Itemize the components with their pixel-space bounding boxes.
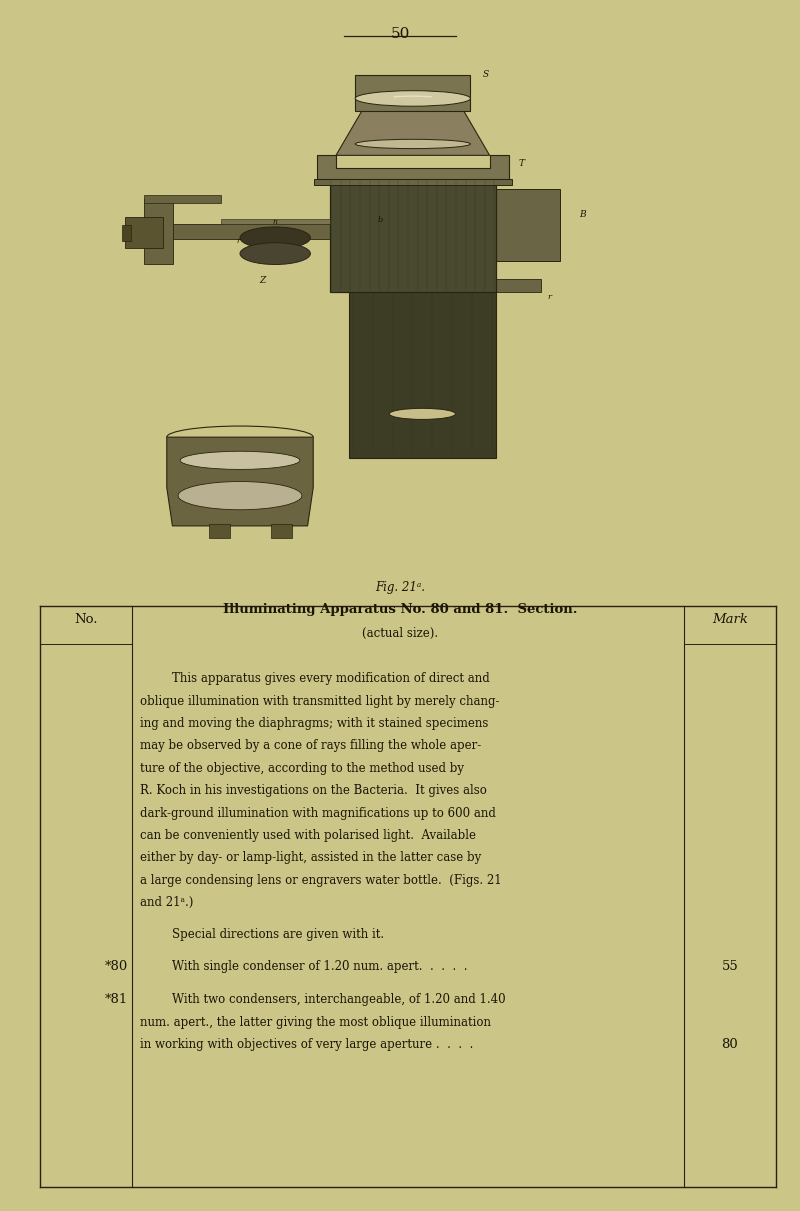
Text: Mark: Mark (712, 613, 748, 626)
Text: r: r (547, 293, 551, 302)
Text: in working with objectives of very large aperture .  .  .  .: in working with objectives of very large… (140, 1038, 474, 1051)
Text: Fig. 21ᵃ.: Fig. 21ᵃ. (375, 581, 425, 595)
Text: (actual size).: (actual size). (362, 627, 438, 641)
Text: No.: No. (74, 613, 98, 626)
Text: and 21ᵃ.): and 21ᵃ.) (140, 896, 194, 909)
Text: 50: 50 (390, 27, 410, 41)
Text: B: B (579, 211, 586, 219)
Text: Z: Z (259, 276, 266, 285)
Text: num. apert., the latter giving the most oblique illumination: num. apert., the latter giving the most … (140, 1016, 491, 1028)
Bar (355, 75, 470, 111)
Text: *81: *81 (105, 993, 128, 1006)
Text: R. Koch in his investigations on the Bacteria.  It gives also: R. Koch in his investigations on the Bac… (140, 785, 487, 797)
Ellipse shape (178, 482, 302, 510)
Text: With two condensers, interchangeable, of 1.20 and 1.40: With two condensers, interchangeable, of… (172, 993, 506, 1006)
Bar (221, 219, 330, 224)
Ellipse shape (240, 242, 310, 264)
Bar (122, 225, 131, 241)
Text: T: T (518, 159, 525, 167)
Text: r: r (237, 236, 241, 245)
Bar (496, 280, 541, 292)
Bar (330, 178, 496, 292)
Text: S: S (483, 70, 490, 79)
Bar (271, 524, 292, 538)
Text: 80: 80 (722, 1038, 738, 1051)
Text: Illuminating Apparatus No. 80 and 81.  Section.: Illuminating Apparatus No. 80 and 81. Se… (222, 603, 578, 616)
Bar (314, 178, 512, 185)
Bar (144, 200, 173, 264)
Polygon shape (317, 155, 509, 178)
Bar (209, 524, 230, 538)
Text: dark-ground illumination with magnifications up to 600 and: dark-ground illumination with magnificat… (140, 807, 496, 820)
Text: n: n (272, 218, 277, 225)
Text: may be observed by a cone of rays filling the whole aper-: may be observed by a cone of rays fillin… (140, 739, 482, 752)
Bar (349, 287, 496, 458)
Text: *80: *80 (105, 959, 128, 972)
Text: oblique illumination with transmitted light by merely chang-: oblique illumination with transmitted li… (140, 695, 499, 707)
Polygon shape (166, 437, 314, 526)
Polygon shape (336, 111, 490, 155)
Text: a large condensing lens or engravers water bottle.  (Figs. 21: a large condensing lens or engravers wat… (140, 874, 502, 886)
Bar (125, 217, 163, 248)
Text: This apparatus gives every modification of direct and: This apparatus gives every modification … (172, 672, 490, 685)
Text: ture of the objective, according to the method used by: ture of the objective, according to the … (140, 762, 464, 775)
Bar (496, 189, 560, 262)
Text: 55: 55 (722, 959, 738, 972)
Text: b: b (378, 216, 383, 224)
Text: With single condenser of 1.20 num. apert.  .  .  .  .: With single condenser of 1.20 num. apert… (172, 959, 467, 972)
Ellipse shape (355, 91, 470, 107)
Text: ing and moving the diaphragms; with it stained specimens: ing and moving the diaphragms; with it s… (140, 717, 488, 730)
Bar (144, 195, 221, 203)
Ellipse shape (180, 452, 300, 470)
Text: either by day- or lamp-light, assisted in the latter case by: either by day- or lamp-light, assisted i… (140, 851, 482, 865)
Ellipse shape (240, 226, 310, 248)
Ellipse shape (390, 408, 455, 419)
Bar (144, 224, 330, 239)
Text: can be conveniently used with polarised light.  Available: can be conveniently used with polarised … (140, 830, 476, 842)
Text: Special directions are given with it.: Special directions are given with it. (172, 928, 384, 941)
Ellipse shape (355, 139, 470, 149)
